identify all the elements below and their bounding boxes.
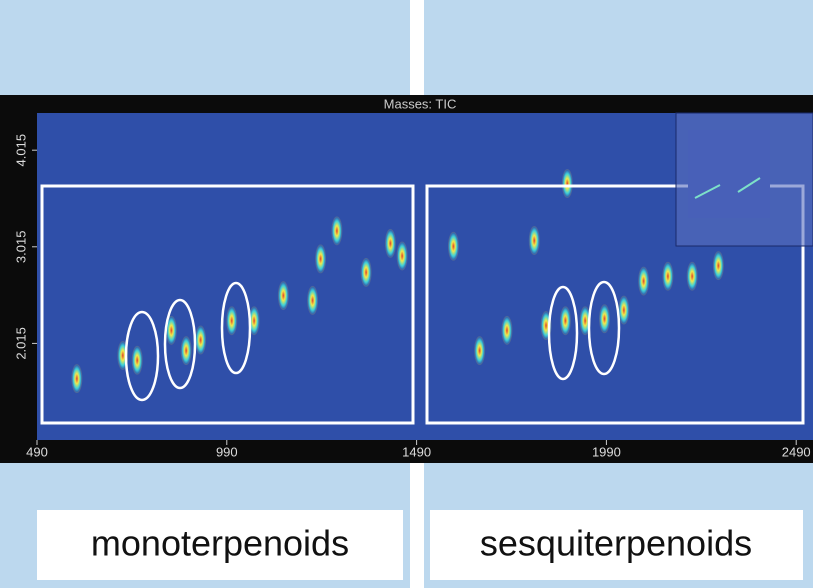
peak bbox=[599, 304, 611, 334]
peak bbox=[501, 315, 513, 345]
region-label: sesquiterpenoids bbox=[480, 523, 752, 564]
label-box bbox=[37, 510, 403, 580]
inset-plot bbox=[688, 130, 770, 218]
peak bbox=[662, 261, 674, 291]
peak bbox=[712, 251, 724, 281]
peak bbox=[331, 216, 343, 246]
region-label: monoterpenoids bbox=[91, 523, 349, 564]
x-tick-label: 2490 bbox=[782, 444, 811, 459]
ellipse bbox=[547, 285, 579, 381]
peak bbox=[638, 266, 650, 296]
x-tick-label: 1490 bbox=[402, 444, 431, 459]
ellipse bbox=[163, 298, 197, 390]
x-tick-label: 490 bbox=[26, 444, 48, 459]
peak bbox=[561, 169, 573, 199]
peak bbox=[528, 226, 540, 256]
label-box bbox=[430, 510, 803, 580]
peak bbox=[315, 244, 327, 274]
ellipse bbox=[587, 280, 621, 376]
peak bbox=[277, 281, 289, 311]
ellipse bbox=[220, 281, 252, 375]
region-box bbox=[40, 184, 415, 425]
peak bbox=[195, 325, 207, 355]
peak bbox=[396, 241, 408, 271]
y-tick-label: 4.015 bbox=[13, 134, 28, 167]
peak bbox=[686, 261, 698, 291]
highlight-ellipses bbox=[124, 280, 621, 402]
peak bbox=[307, 285, 319, 315]
peak bbox=[384, 228, 396, 258]
inset-trace bbox=[694, 177, 761, 199]
chart-title: Masses: TIC bbox=[384, 96, 457, 111]
peak bbox=[71, 364, 83, 394]
peak bbox=[447, 231, 459, 261]
y-tick-label: 3.015 bbox=[13, 231, 28, 264]
peak bbox=[360, 257, 372, 287]
x-tick-label: 1990 bbox=[592, 444, 621, 459]
peak bbox=[131, 345, 143, 375]
peak bbox=[180, 336, 192, 366]
region-box bbox=[425, 184, 805, 425]
peak bbox=[226, 306, 238, 336]
peak bbox=[474, 336, 486, 366]
marks bbox=[71, 169, 724, 394]
ellipse bbox=[124, 310, 160, 402]
x-tick-label: 990 bbox=[216, 444, 238, 459]
peak bbox=[618, 295, 630, 325]
peak bbox=[559, 306, 571, 336]
y-tick-label: 2.015 bbox=[13, 327, 28, 360]
